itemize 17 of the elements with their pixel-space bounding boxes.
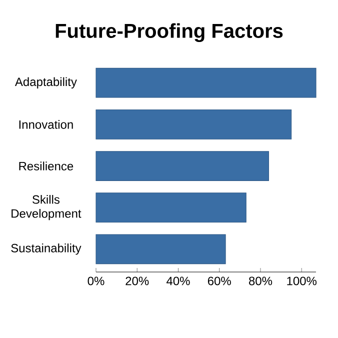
- x-tick-label: 20%: [126, 276, 149, 286]
- x-tick-label: 80%: [249, 276, 272, 286]
- bar: [96, 192, 246, 223]
- y-tick-label: Innovation: [19, 120, 73, 129]
- chart-title: Future-Proofing Factors: [56, 23, 283, 42]
- y-tick-label: Adaptability: [14, 77, 77, 88]
- x-tick-label: 0%: [88, 276, 104, 286]
- y-tick-label: Resilience: [19, 162, 74, 170]
- bar: [96, 68, 316, 98]
- x-tick-label: 60%: [208, 276, 231, 286]
- bar: [96, 151, 269, 181]
- bar: [96, 234, 226, 264]
- bar: [96, 110, 292, 140]
- y-tick-label: Sustainability: [11, 244, 82, 255]
- y-tick-label: Skills Development: [12, 194, 82, 220]
- x-tick-label: 100%: [287, 276, 317, 286]
- x-tick-label: 40%: [166, 276, 190, 286]
